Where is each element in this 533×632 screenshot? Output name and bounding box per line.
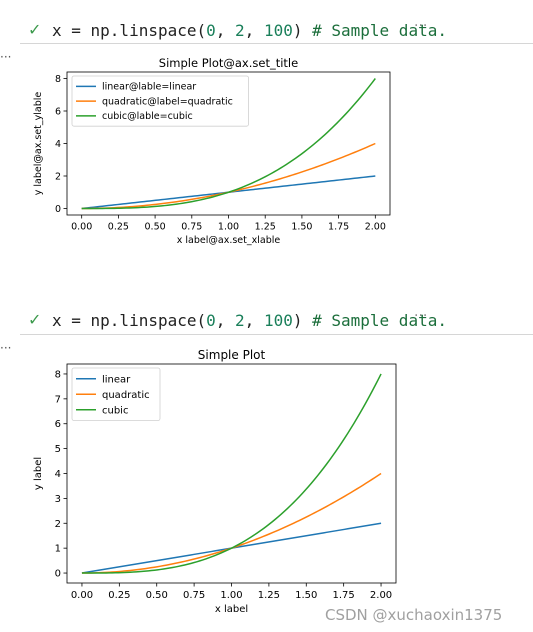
x-tick-label: 0.50 xyxy=(145,222,166,233)
cell-2-divider xyxy=(20,334,533,335)
x-tick-label: 1.50 xyxy=(291,222,312,233)
cell-1-divider xyxy=(20,43,533,44)
legend-label: linear xyxy=(102,374,131,385)
series-line xyxy=(81,373,382,574)
legend-box xyxy=(71,367,161,421)
watermark: CSDN @xuchaoxin1375 xyxy=(325,606,503,624)
code-token: x = np.linspace( xyxy=(52,21,207,40)
x-tick-label: 1.25 xyxy=(258,590,280,601)
code-token: x = np.linspace( xyxy=(52,311,207,330)
x-tick-label: 2.00 xyxy=(370,590,392,601)
y-tick-label: 8 xyxy=(55,369,61,380)
chart-1: Simple Plot@ax.set_title 0.00 0.25 0.50 0.75… xyxy=(33,56,391,246)
y-tick-label: 4 xyxy=(55,139,61,150)
cell-1-header[interactable]: ✓ x = np.linspace(0, 2, 100) # Sample da… xyxy=(0,16,533,46)
code-token: , xyxy=(244,21,264,40)
x-tick-label: 1.50 xyxy=(295,590,317,601)
y-tick-label: 6 xyxy=(55,106,61,117)
y-tick-label: 2 xyxy=(55,171,61,182)
output-collapse-icon[interactable]: ··· xyxy=(0,50,12,64)
chart-title: Simple Plot@ax.set_title xyxy=(159,56,298,70)
code-token: , xyxy=(215,311,236,330)
code-token: 100 xyxy=(263,21,293,40)
legend-label: cubic@lable=cubic xyxy=(102,111,193,122)
code-token: 2 xyxy=(235,311,245,330)
x-axis-label: x label@ax.set_xlable xyxy=(177,235,281,246)
code-token: , xyxy=(244,311,264,330)
x-tick-label: 1.25 xyxy=(255,222,276,233)
code-token: 100 xyxy=(263,311,293,330)
x-axis-label: x label xyxy=(215,604,248,615)
code-token: # Sample data. xyxy=(312,311,447,330)
cell-2-header[interactable]: ✓ x = np.linspace(0, 2, 100) # Sample da… xyxy=(0,306,533,336)
x-tick-label: 0.00 xyxy=(71,590,93,601)
legend-label: quadratic xyxy=(102,390,150,401)
code-token: , xyxy=(215,21,236,40)
code-token: 0 xyxy=(206,21,216,40)
code-token: # Sample data. xyxy=(312,21,447,40)
output-collapse-icon[interactable]: ··· xyxy=(0,341,12,355)
y-tick-label: 7 xyxy=(55,394,61,405)
y-axis-label: y label xyxy=(33,457,44,490)
x-tick-label: 1.00 xyxy=(220,590,242,601)
legend-label: cubic xyxy=(102,405,128,416)
success-check-icon: ✓ xyxy=(28,20,42,39)
y-axis-label: y label@ax.set_ylable xyxy=(33,92,44,196)
x-tick-label: 1.75 xyxy=(328,222,349,233)
x-tick-label: 0.25 xyxy=(108,590,130,601)
success-check-icon: ✓ xyxy=(28,310,42,329)
y-tick-label: 1 xyxy=(55,544,61,555)
chart-2: Simple Plot 0.00 0.25 0.50 0.75 1.00 1.25 1.50 1… xyxy=(33,348,397,615)
x-tick-label: 2.00 xyxy=(365,222,386,233)
x-tick-label: 1.75 xyxy=(333,590,355,601)
series-line xyxy=(81,472,382,574)
cell-2-code[interactable]: x = np.linspace(0, 2, 100) # Sample data… xyxy=(52,311,447,330)
legend-label: linear@lable=linear xyxy=(102,82,196,93)
series-line xyxy=(81,78,376,210)
x-tick-label: 0.00 xyxy=(71,222,92,233)
y-tick-label: 4 xyxy=(55,469,61,480)
legend-label: quadratic@label=quadratic xyxy=(102,96,233,107)
y-tick-label: 8 xyxy=(55,74,61,85)
y-tick-label: 6 xyxy=(55,419,61,430)
code-token: 2 xyxy=(235,21,245,40)
y-tick-label: 0 xyxy=(55,569,61,580)
x-tick-label: 0.75 xyxy=(183,590,205,601)
code-token: 0 xyxy=(206,311,216,330)
x-tick-label: 0.75 xyxy=(181,222,202,233)
y-tick-label: 5 xyxy=(55,444,61,455)
x-tick-label: 0.25 xyxy=(108,222,129,233)
cell-1-code[interactable]: x = np.linspace(0, 2, 100) # Sample data… xyxy=(52,21,447,40)
legend-box xyxy=(71,75,249,127)
x-tick-label: 0.50 xyxy=(146,590,168,601)
x-tick-label: 1.00 xyxy=(218,222,239,233)
y-tick-label: 2 xyxy=(55,519,61,530)
code-token: ) xyxy=(292,311,313,330)
y-tick-label: 3 xyxy=(55,494,61,505)
more-icon[interactable]: ··· xyxy=(414,308,428,324)
more-icon[interactable]: ··· xyxy=(414,18,428,34)
code-token: ) xyxy=(292,21,313,40)
series-line xyxy=(81,142,376,210)
chart-title: Simple Plot xyxy=(198,348,266,362)
y-tick-label: 0 xyxy=(55,204,61,215)
